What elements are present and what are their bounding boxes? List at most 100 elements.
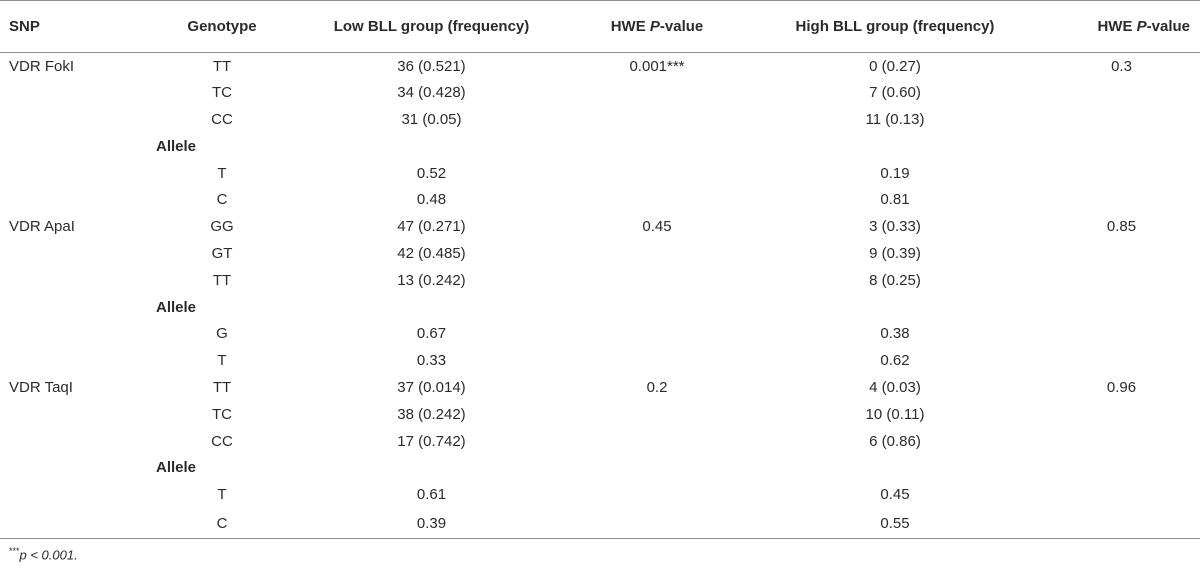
cell-high: 9 (0.39) [869,244,921,262]
cell-hwe-low [567,79,747,106]
table-row: T 0.61 0.45 [0,481,1200,508]
cell-hwe-high: 0.3 [1111,57,1132,75]
cell-hwe-low: 0.45 [642,218,672,236]
cell-genotype: T [217,164,227,182]
cell-snp [0,508,148,540]
cell-snp [0,401,148,428]
cell-snp: VDR TaqI [9,378,73,396]
cell-hwe-high [1043,428,1200,455]
cell-hwe-low [567,320,747,347]
cell-high: 0.38 [880,325,910,343]
header-hwe-low-prefix: HWE [610,18,650,35]
cell-low: 34 (0.428) [397,84,466,102]
cell-genotype: TT [212,378,232,396]
header-hwe-high-p: P [1136,18,1147,35]
cell-high [747,294,1043,321]
cell-high: 0.81 [880,191,910,209]
cell-low [296,133,567,160]
cell-genotype: C [148,508,296,540]
allele-label: Allele [156,137,197,155]
cell-low: 0.67 [416,325,447,343]
cell-genotype: C [216,191,228,209]
cell-low: 0.48 [416,191,447,209]
header-high-bll: High BLL group (frequency) [747,0,1043,53]
table-row: VDR ApaI GG 47 (0.271) 0.45 3 (0.33) 0.85 [0,213,1200,240]
allele-label-row: Allele [0,133,1200,160]
cell-high: 4 (0.03) [869,378,921,396]
cell-hwe-low: 0.001*** [629,57,685,75]
cell-high: 0.45 [880,486,910,504]
cell-genotype: TT [212,271,232,289]
cell-high: 0.19 [880,164,910,182]
table-row: TT 13 (0.242) 8 (0.25) [0,267,1200,294]
table-row: TC 34 (0.428) 7 (0.60) [0,79,1200,106]
cell-snp [0,320,148,347]
cell-high: 6 (0.86) [869,432,921,450]
cell-hwe-low [567,160,747,187]
cell-snp [0,481,148,508]
cell-genotype: TC [212,405,232,423]
cell-low: 36 (0.521) [397,57,466,75]
cell-low [296,454,567,481]
header-low-bll: Low BLL group (frequency) [296,0,567,53]
cell-low: 13 (0.242) [397,271,466,289]
cell-high: 0.55 [747,508,1043,540]
cell-hwe-high: 0.96 [1106,378,1137,396]
cell-snp [0,240,148,267]
cell-high: 0 (0.27) [869,57,921,75]
cell-genotype: GT [211,244,233,262]
allele-label-row: Allele [0,454,1200,481]
footnote-marker: *** [9,546,20,556]
cell-low: 31 (0.05) [401,110,462,128]
table-row: VDR FokI TT 36 (0.521) 0.001*** 0 (0.27) 0.3 [0,53,1200,80]
cell-genotype: G [216,325,228,343]
cell-snp [0,79,148,106]
cell-genotype: GG [210,218,234,236]
cell-hwe-high [1043,481,1200,508]
cell-high: 3 (0.33) [869,218,921,236]
genotype-table: SNP Genotype Low BLL group (frequency) H… [0,0,1200,540]
cell-hwe-high [1043,267,1200,294]
table-row: GT 42 (0.485) 9 (0.39) [0,240,1200,267]
cell-hwe-high [1043,240,1200,267]
header-row: SNP Genotype Low BLL group (frequency) H… [0,0,1200,53]
table-row: CC 31 (0.05) 11 (0.13) [0,106,1200,133]
allele-label: Allele [156,459,197,477]
footnote-text: p < 0.001. [19,547,78,563]
header-hwe-high-prefix: HWE [1097,18,1137,35]
cell-genotype: CC [211,110,233,128]
cell-hwe-high [1043,401,1200,428]
cell-low: 0.39 [296,508,567,540]
cell-high: 10 (0.11) [865,405,925,423]
cell-snp [0,106,148,133]
cell-hwe-high [1043,133,1200,160]
cell-high: 0.62 [880,352,910,370]
cell-hwe-low [567,481,747,508]
cell-genotype: TC [212,84,232,102]
cell-high [747,454,1043,481]
cell-hwe-low [567,106,747,133]
cell-snp [0,267,148,294]
cell-snp [0,294,148,321]
cell-genotype: TT [212,57,232,75]
header-genotype: Genotype [148,0,296,53]
cell-hwe-high [1043,347,1200,374]
header-hwe-low: HWE P-value [567,0,747,53]
header-hwe-high: HWE P-value [1043,0,1200,53]
cell-genotype: T [217,352,227,370]
cell-hwe-high [1043,186,1200,213]
cell-hwe-high [1043,79,1200,106]
cell-hwe-low [567,186,747,213]
header-snp: SNP [0,0,148,53]
table-row: T 0.33 0.62 [0,347,1200,374]
table-row: TC 38 (0.242) 10 (0.11) [0,401,1200,428]
cell-hwe-low [567,267,747,294]
cell-hwe-low [567,294,747,321]
allele-label-row: Allele [0,294,1200,321]
table-row: C 0.48 0.81 [0,186,1200,213]
cell-low: 0.61 [416,486,447,504]
cell-hwe-high [1043,320,1200,347]
cell-hwe-high: 0.85 [1106,218,1137,236]
cell-hwe-low [567,401,747,428]
cell-snp [0,133,148,160]
